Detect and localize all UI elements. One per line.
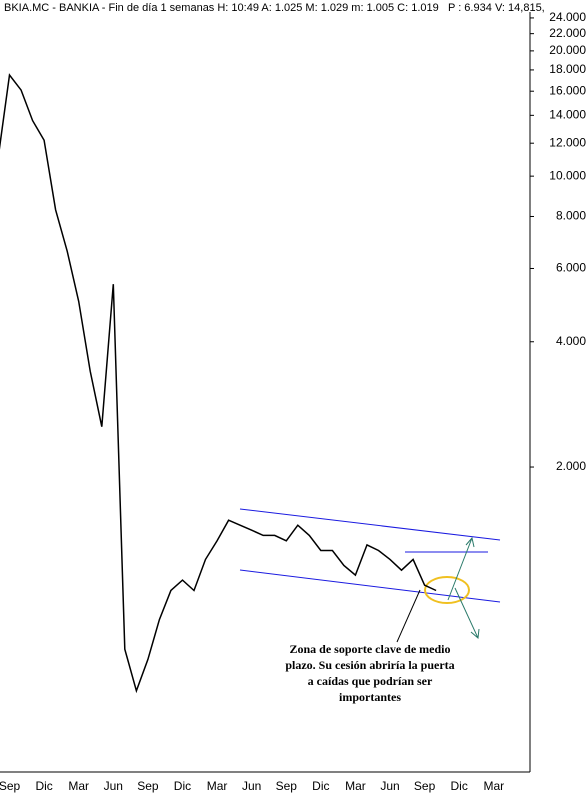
- y-tick-label: 12.000: [549, 135, 586, 149]
- y-tick-label: 16.000: [549, 83, 586, 97]
- x-tick-label: Dic: [35, 779, 52, 793]
- x-tick-label: Dic: [312, 779, 329, 793]
- y-tick-label: 8.000: [556, 209, 586, 223]
- y-tick-label: 18.000: [549, 62, 586, 76]
- x-tick-label: Sep: [137, 779, 159, 793]
- y-tick-label: 20.000: [549, 43, 586, 57]
- x-tick-label: Mar: [345, 779, 366, 793]
- annotation: a caídas que podrían ser: [308, 674, 433, 688]
- y-tick-label: 10.000: [549, 168, 586, 182]
- x-tick-label: Jun: [380, 779, 399, 793]
- x-tick-label: Jun: [242, 779, 261, 793]
- support-highlight: [424, 576, 470, 604]
- annotation: plazo. Su cesión abriría la puerta: [285, 658, 454, 672]
- y-tick-label: 22.000: [549, 26, 586, 40]
- x-tick-label: Dic: [451, 779, 468, 793]
- title-tail: V: 14,815,: [495, 2, 545, 14]
- callout-line: [396, 589, 421, 643]
- y-tick-label: 24.000: [549, 10, 586, 24]
- y-tick-label: 2.000: [556, 459, 586, 473]
- x-tick-label: Sep: [276, 779, 298, 793]
- y-tick-label: 14.000: [549, 108, 586, 122]
- x-tick-label: Mar: [483, 779, 504, 793]
- trend-line: [239, 569, 501, 603]
- trend-line: [239, 508, 501, 541]
- price-line: [0, 73, 437, 694]
- x-tick-label: Mar: [207, 779, 228, 793]
- y-tick-label: 6.000: [556, 261, 586, 275]
- chart-title: BKIA.MC - BANKIA - Fin de día 1 semanas …: [4, 2, 439, 14]
- x-tick-label: Mar: [68, 779, 89, 793]
- arrow-down: [454, 587, 480, 639]
- title-highlight: P : 6.934: [448, 2, 492, 14]
- x-tick-label: Sep: [414, 779, 436, 793]
- x-tick-label: Jun: [104, 779, 123, 793]
- annotation: importantes: [339, 690, 401, 704]
- annotation: Zona de soporte clave de medio: [290, 642, 451, 656]
- x-tick-label: Sep: [0, 779, 21, 793]
- arrow-up: [447, 536, 475, 601]
- x-tick-label: Dic: [174, 779, 191, 793]
- y-tick-label: 4.000: [556, 334, 586, 348]
